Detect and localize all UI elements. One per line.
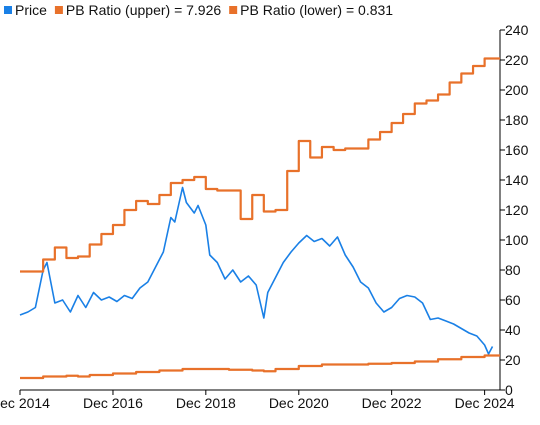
y-tick-label: 140 (505, 172, 529, 188)
y-tick-label: 180 (505, 112, 529, 128)
series-line-pb-ratio-upper (20, 57, 500, 273)
legend-swatch (229, 6, 238, 14)
series-line-price (19, 186, 494, 355)
y-tick-label: 20 (505, 352, 521, 368)
legend-swatch (54, 6, 63, 14)
x-tick-label: Dec 2018 (176, 395, 236, 411)
legend-label: PB Ratio (lower) = 0.831 (240, 2, 393, 18)
series-line-pb-ratio-lower (20, 354, 500, 380)
y-tick-label: 160 (505, 142, 529, 158)
y-axis-ticks: 0 20 40 60 80 100 120 140 160 180 200 220 240 (500, 22, 529, 398)
y-tick-label: 120 (505, 202, 529, 218)
legend-label: PB Ratio (upper) = 7.926 (66, 2, 221, 18)
y-tick-label: 80 (505, 262, 521, 278)
x-tick-label: Dec 2020 (269, 395, 329, 411)
legend: Price PB Ratio (upper) = 7.926 PB Ratio (l… (4, 2, 393, 18)
y-tick-label: 40 (505, 322, 521, 338)
x-tick-label: Dec 2016 (83, 395, 143, 411)
y-tick-label: 60 (505, 292, 521, 308)
series-layer (19, 57, 500, 380)
x-tick-label: Dec 2022 (362, 395, 422, 411)
y-tick-label: 220 (505, 52, 529, 68)
y-tick-label: 100 (505, 232, 529, 248)
x-axis-ticks: Dec 2014 Dec 2016 Dec 2018 Dec 2020 Dec 2022… (0, 390, 515, 411)
legend-swatch (4, 6, 12, 14)
y-tick-label: 200 (505, 82, 529, 98)
x-tick-label: Dec 2024 (455, 395, 515, 411)
x-tick-label: Dec 2014 (0, 395, 50, 411)
legend-label: Price (15, 2, 47, 18)
y-tick-label: 0 (505, 382, 513, 398)
y-tick-label: 240 (505, 22, 529, 38)
